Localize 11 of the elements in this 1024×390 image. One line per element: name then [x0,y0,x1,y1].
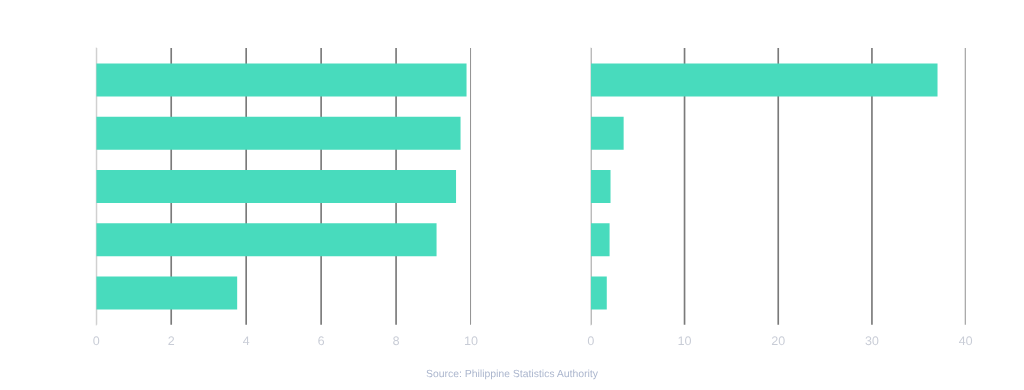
bar [96,116,461,150]
bar [590,116,624,150]
bar [96,63,467,97]
source-note: Source: Philippine Statistics Authority [426,369,598,380]
bar [590,63,938,97]
bar [590,276,607,310]
bar [590,169,611,203]
bar [96,169,457,203]
bar [96,223,437,257]
bar [96,276,238,310]
bar [590,223,610,257]
